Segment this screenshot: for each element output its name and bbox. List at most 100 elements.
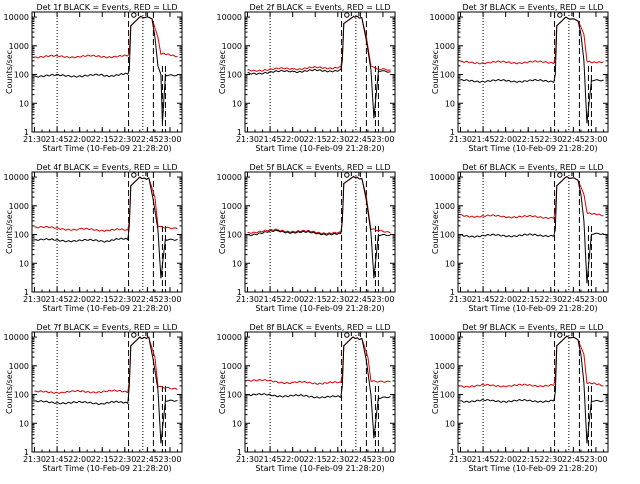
x-tick-label: 21:30 [236,135,259,144]
events-series-line [247,15,391,119]
x-tick-label: 22:00 [281,295,304,304]
y-tick-label: 10 [445,259,455,268]
plot-frame [31,331,183,453]
plot-frame [457,331,609,453]
y-tick-label: 100 [440,391,455,400]
x-tick-label: 22:00 [281,455,304,464]
y-axis-label: Counts/sec [5,370,14,414]
x-axis-label: Start Time (10-Feb-09 21:28:20) [255,144,384,153]
y-tick-label: 1 [237,288,242,297]
saa-marker [344,172,350,178]
events-series-line [34,176,178,279]
saa-marker [344,332,350,338]
panel-title: Det 4f BLACK = Events, RED = LLD [36,163,177,172]
panel-title: Det 7f BLACK = Events, RED = LLD [36,323,177,332]
x-tick-label: 22:00 [494,455,517,464]
y-tick-label: 1000 [435,362,455,371]
plot-frame [244,331,396,453]
x-tick-label: 22:15 [304,295,327,304]
panel-det-8: 1 10 100 1000 10000 21:30 21:45 22:00 22:15 22:30… [217,323,396,473]
y-tick-label: 1 [450,448,455,457]
y-tick-label: 1 [24,288,29,297]
y-tick-label: 1000 [435,202,455,211]
y-tick-label: 10000 [4,173,29,182]
bracket-marker [137,331,147,336]
x-tick-label: 22:45 [349,135,372,144]
lld-series-line [34,336,178,394]
y-tick-label: 1000 [9,202,29,211]
x-tick-label: 23:00 [371,135,394,144]
x-tick-label: 22:15 [304,135,327,144]
x-tick-label: 22:15 [91,135,114,144]
x-tick-label: 21:30 [236,455,259,464]
panel-title: Det 5f BLACK = Events, RED = LLD [249,163,390,172]
bracket-marker [350,11,360,16]
plot-frame [244,171,396,293]
panel-title: Det 6f BLACK = Events, RED = LLD [462,163,603,172]
y-tick-label: 1 [237,448,242,457]
y-tick-label: 100 [14,231,29,240]
bracket-marker [137,11,147,16]
x-tick-label: 22:30 [539,455,562,464]
x-tick-label: 22:15 [91,295,114,304]
y-tick-label: 10000 [217,173,242,182]
x-axis-label: Start Time (10-Feb-09 21:28:20) [42,144,171,153]
y-tick-label: 10000 [217,13,242,22]
y-tick-label: 10000 [430,173,455,182]
x-tick-label: 22:00 [68,455,91,464]
x-tick-label: 22:30 [539,295,562,304]
x-tick-label: 22:45 [136,295,159,304]
events-series-line [247,336,391,439]
x-tick-label: 22:00 [68,135,91,144]
y-tick-label: 10000 [430,13,455,22]
x-tick-label: 21:45 [472,135,495,144]
x-tick-label: 22:00 [281,135,304,144]
y-tick-label: 100 [440,71,455,80]
x-tick-label: 22:00 [494,295,517,304]
x-tick-label: 22:30 [326,455,349,464]
x-axis-label: Start Time (10-Feb-09 21:28:20) [42,304,171,313]
y-tick-label: 100 [227,391,242,400]
y-tick-label: 10 [19,99,29,108]
x-tick-label: 21:30 [236,295,259,304]
plot-frame [457,11,609,133]
x-tick-label: 23:00 [584,295,607,304]
events-series-line [460,176,604,284]
x-tick-label: 22:00 [68,295,91,304]
x-tick-label: 22:15 [517,295,540,304]
y-tick-label: 1 [450,288,455,297]
x-tick-label: 21:30 [23,295,46,304]
events-series-line [460,16,604,124]
lld-series-line [247,175,391,235]
lld-series-line [247,15,391,72]
x-tick-label: 22:15 [517,455,540,464]
y-axis-label: Counts/sec [431,210,440,254]
x-tick-label: 22:15 [517,135,540,144]
bracket-marker [137,171,147,176]
panel-det-6: 1 10 100 1000 10000 21:30 21:45 22:00 22:15 22:30… [430,163,609,313]
x-tick-label: 21:45 [472,455,495,464]
bracket-marker [563,171,573,176]
x-tick-label: 21:30 [23,135,46,144]
bracket-marker [563,11,573,16]
y-tick-label: 10000 [217,333,242,342]
y-tick-label: 10000 [430,333,455,342]
x-tick-label: 22:30 [113,295,136,304]
x-tick-label: 21:45 [259,135,282,144]
events-series-line [34,15,178,124]
y-axis-label: Counts/sec [218,210,227,254]
x-tick-label: 21:30 [449,295,472,304]
y-tick-label: 1000 [222,202,242,211]
x-tick-label: 23:00 [158,135,181,144]
panel-det-7: 1 10 100 1000 10000 21:30 21:45 22:00 22:15 22:30… [4,323,183,473]
y-tick-label: 10000 [4,13,29,22]
panel-det-2: 1 10 100 1000 10000 21:30 21:45 22:00 22:15 22:30… [217,3,396,153]
x-tick-label: 22:00 [494,135,517,144]
lld-series-line [460,176,604,219]
x-tick-label: 21:45 [46,295,69,304]
saa-marker [131,172,137,178]
x-axis-label: Start Time (10-Feb-09 21:28:20) [468,144,597,153]
x-tick-label: 21:30 [449,135,472,144]
